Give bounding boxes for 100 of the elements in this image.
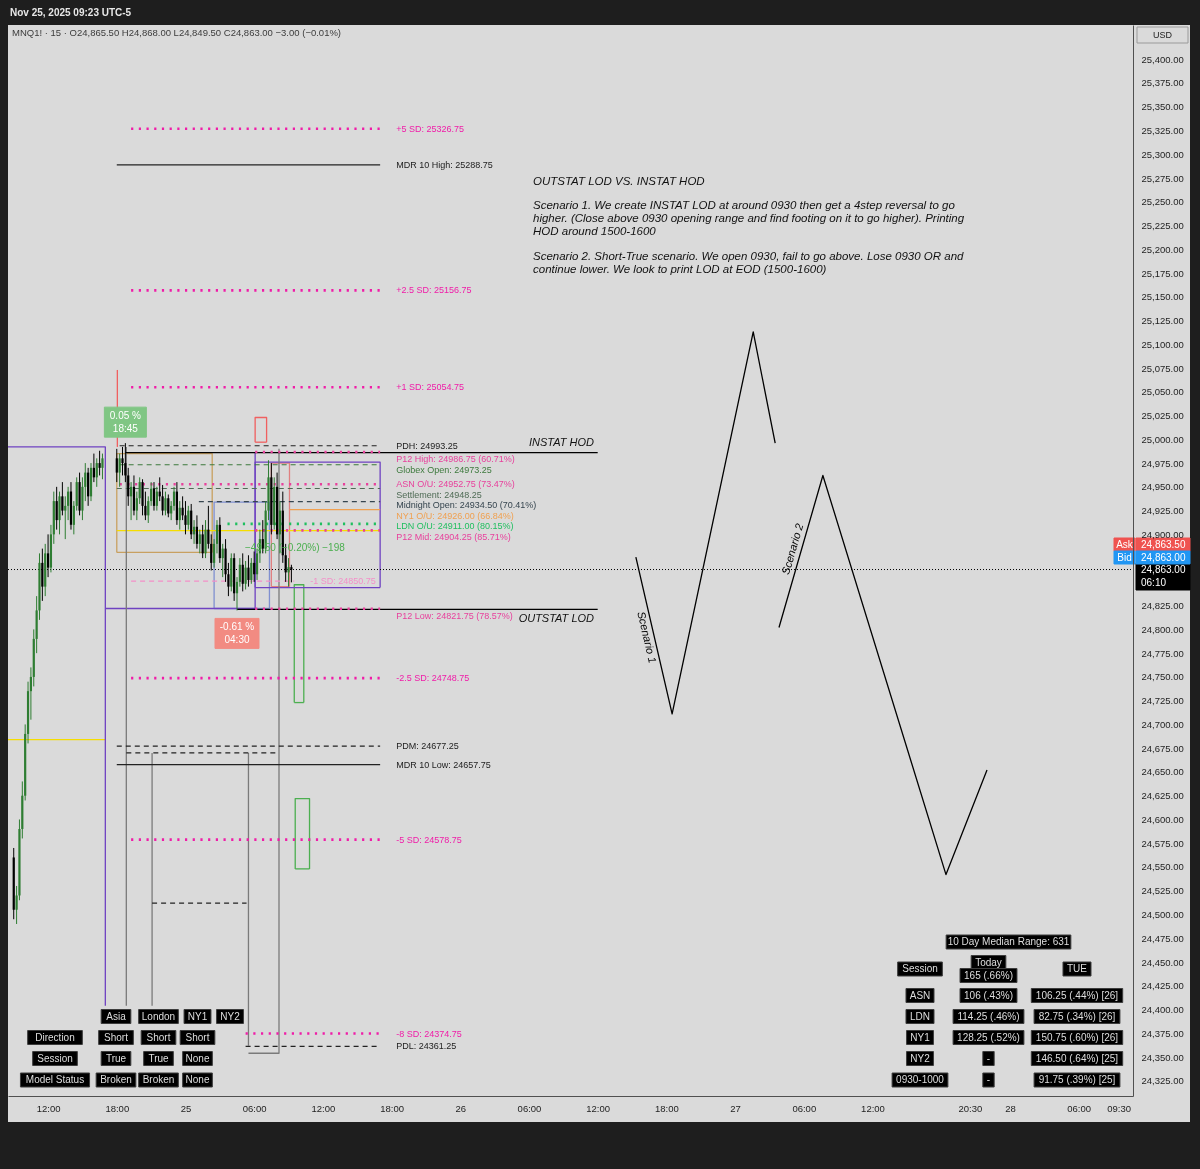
- y-tick-label: 25,325.00: [1141, 124, 1184, 136]
- y-tick-label: 24,725.00: [1141, 695, 1184, 707]
- text: 24,863.50: [1141, 538, 1186, 550]
- annotation: Scenario 1. We create INSTAT LOD at around 0930 then get a 4step reversal to go higher. (Close above 0930 opening range and find footing on it to go higher). Printing HOD around 1500-1600: [533, 199, 965, 237]
- annotation: 0.05 %: [109, 409, 142, 421]
- series-label: Midnight Open: 24934.50 (70.41%): [396, 500, 537, 511]
- y-tick-label: 25,025.00: [1141, 410, 1184, 422]
- series-label: LDN O/U: 24911.00 (80.15%): [396, 521, 514, 532]
- series-label: PDM: 24677.25: [396, 741, 459, 752]
- series-label: -8 SD: 24374.75: [396, 1028, 462, 1039]
- y-tick-label: 25,150.00: [1141, 291, 1184, 303]
- y-tick-label: 24,375.00: [1141, 1027, 1184, 1039]
- y-tick-label: 25,375.00: [1141, 77, 1184, 89]
- y-tick-label: 25,200.00: [1141, 243, 1184, 255]
- x-tick-label: 25: [180, 1102, 192, 1114]
- annotation: 106 (.43%): [964, 989, 1013, 1001]
- annotation: NY1: [910, 1031, 931, 1043]
- annotation: INSTAT HOD: [529, 436, 595, 448]
- annotation: Short: [104, 1031, 129, 1043]
- y-tick-label: 24,425.00: [1141, 980, 1184, 992]
- x-tick-label: 12:00: [861, 1102, 885, 1114]
- x-tick-label: 28: [1005, 1102, 1016, 1114]
- y-tick-label: 24,625.00: [1141, 790, 1184, 802]
- annotation: 146.50 (.64%) [25]: [1035, 1052, 1119, 1064]
- text: Nov 25, 2025 09:23 UTC-5: [10, 6, 132, 18]
- annotation: LDN: [909, 1010, 931, 1022]
- y-tick-label: 24,350.00: [1141, 1051, 1184, 1063]
- annotation: TUE: [1067, 963, 1088, 974]
- annotation: Bid: [1117, 551, 1132, 563]
- x-tick-label: 12:00: [311, 1102, 336, 1114]
- y-tick-label: 24,675.00: [1141, 742, 1184, 754]
- x-tick-label: 18:00: [380, 1102, 404, 1114]
- y-tick-label: 24,400.00: [1141, 1004, 1184, 1016]
- series-label: NY1 O/U: 24926.00 (66.84%): [396, 510, 514, 521]
- series-label: Globex Open: 24973.25: [396, 464, 492, 475]
- series-label: +5 SD: 25326.75: [396, 123, 464, 134]
- text: Scenario 1: [635, 610, 659, 665]
- text: 06:10: [1141, 577, 1167, 588]
- y-tick-label: 25,175.00: [1141, 267, 1184, 279]
- y-tick-label: 24,825.00: [1141, 600, 1184, 612]
- text: 24,863.00: [1141, 551, 1186, 563]
- text: USD: [1152, 30, 1173, 40]
- series-label: P12 Mid: 24904.25 (85.71%): [396, 531, 511, 542]
- y-tick-label: 25,125.00: [1141, 315, 1184, 327]
- annotation: 10 Day Median Range: 631: [947, 936, 1070, 947]
- annotation: OUTSTAT LOD: [518, 612, 595, 624]
- annotation: Session: [37, 1052, 73, 1064]
- annotation: Session: [902, 963, 938, 974]
- y-tick-label: 24,500.00: [1141, 908, 1184, 920]
- x-tick-label: 20:30: [958, 1102, 983, 1114]
- x-tick-label: 06:00: [242, 1102, 267, 1114]
- annotation: Broken: [142, 1074, 175, 1085]
- series-label: Settlement: 24948.25: [396, 489, 482, 500]
- annotation: None: [185, 1052, 210, 1064]
- series-label: +2.5 SD: 25156.75: [396, 285, 472, 296]
- annotation: -0.61 %: [219, 620, 255, 632]
- series-label: -5 SD: 24578.75: [396, 834, 462, 845]
- series-label: ASN O/U: 24952.75 (73.47%): [396, 479, 515, 490]
- annotation: Scenario 2. Short-True scenario. We open 0930, fail to go above. Lose 0930 OR and continue lower. We look to print LOD at EOD (1500-1600): [533, 250, 965, 275]
- y-tick-label: 24,575.00: [1141, 837, 1184, 849]
- y-tick-label: 24,650.00: [1141, 766, 1184, 778]
- series-label: PDH: 24993.25: [396, 440, 458, 451]
- chart-title: MNQ1! · 15 · O24,865.50 H24,868.00 L24,849.50 C24,863.00 −3.00 (−0.01%): [12, 27, 342, 38]
- annotation: NY2: [910, 1052, 931, 1064]
- annotation: 18:45: [112, 422, 139, 434]
- annotation: 114.25 (.46%): [957, 1010, 1020, 1022]
- x-tick-label: 27: [730, 1102, 741, 1114]
- annotation: -: [986, 1052, 991, 1064]
- x-tick-label: 12:00: [36, 1102, 61, 1114]
- annotation: Short: [146, 1031, 171, 1043]
- annotation: Asia: [106, 1010, 127, 1022]
- series-label: -2.5 SD: 24748.75: [396, 673, 470, 684]
- y-tick-label: 25,225.00: [1141, 220, 1184, 232]
- x-tick-label: 06:00: [517, 1102, 542, 1114]
- y-tick-label: 25,400.00: [1141, 53, 1184, 65]
- x-tick-label: 09:30: [1107, 1102, 1132, 1114]
- annotation: -: [986, 1074, 991, 1085]
- y-tick-label: 24,475.00: [1141, 932, 1184, 944]
- annotation: OUTSTAT LOD VS. INSTAT HOD: [533, 175, 705, 187]
- annotation: 04:30: [224, 633, 250, 645]
- y-tick-label: 25,100.00: [1141, 338, 1184, 350]
- y-tick-label: 25,075.00: [1141, 362, 1184, 374]
- y-tick-label: 25,350.00: [1141, 101, 1184, 113]
- annotation: True: [148, 1052, 170, 1064]
- annotation: Today: [975, 956, 1002, 968]
- annotation: 82.75 (.34%) [26]: [1038, 1010, 1116, 1022]
- x-tick-label: 06:00: [792, 1102, 817, 1114]
- ref-line-label: 24,863.00: [1141, 563, 1186, 575]
- y-tick-label: 24,325.00: [1141, 1075, 1184, 1087]
- series-label: MDR 10 High: 25288.75: [396, 159, 493, 170]
- annotation: 128.25 (.52%): [957, 1031, 1020, 1043]
- annotation: Broken: [100, 1074, 132, 1085]
- annotation: 91.75 (.39%) [25]: [1038, 1074, 1116, 1085]
- x-tick-label: 26: [455, 1102, 467, 1114]
- x-tick-label: 18:00: [105, 1102, 130, 1114]
- y-tick-label: 25,300.00: [1141, 148, 1184, 160]
- y-tick-label: 25,050.00: [1141, 386, 1184, 398]
- y-tick-label: 24,450.00: [1141, 956, 1184, 968]
- annotation: None: [185, 1074, 210, 1085]
- annotation: Short: [185, 1031, 210, 1043]
